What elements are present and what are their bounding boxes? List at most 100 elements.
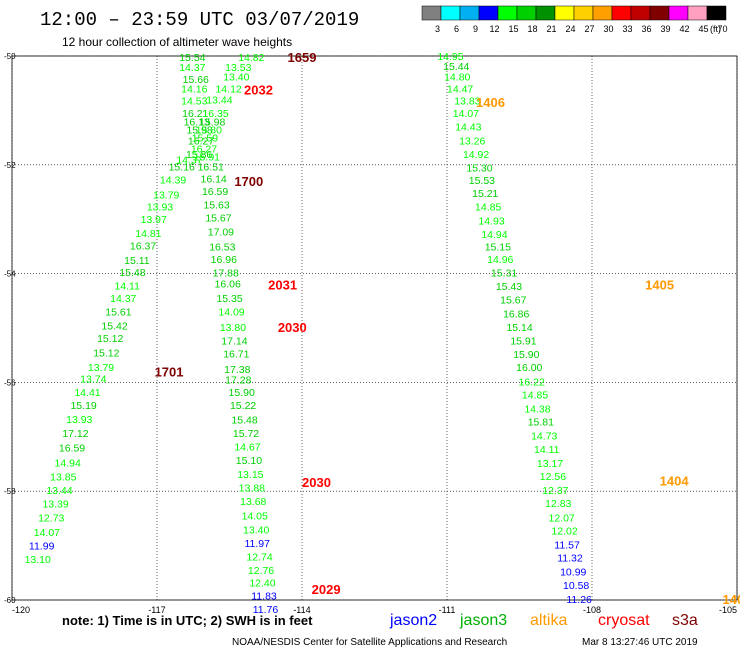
wave-height-point: 13.40: [243, 524, 269, 536]
colorbar-swatch: [440, 5, 461, 21]
wave-height-point: 14.85: [522, 389, 548, 401]
legend-entry: s3a: [672, 612, 698, 629]
wave-height-point: 14.07: [34, 527, 60, 539]
colorbar-tick-label: 45: [698, 24, 708, 34]
wave-height-point: 16.53: [209, 241, 235, 253]
wave-height-point: 13.10: [25, 554, 51, 566]
pass-time-label: 1700: [234, 174, 263, 189]
wave-height-point: 15.90: [513, 349, 539, 361]
wave-height-point: 14.82: [238, 52, 264, 64]
wave-height-point: 13.93: [66, 414, 92, 426]
wave-height-point: 14.92: [463, 149, 489, 161]
colorbar-tick-label: 6: [454, 24, 459, 34]
wave-height-point: 15.72: [233, 428, 259, 440]
wave-height-point: 15.63: [203, 200, 229, 212]
pass-time-label: 1404: [660, 473, 690, 488]
wave-height-point: 13.74: [80, 374, 106, 386]
wave-height-point: 13.53: [225, 62, 251, 74]
wave-height-point: 15.43: [496, 281, 522, 293]
x-tick-label: -117: [148, 605, 165, 615]
colorbar-tick-label: 39: [660, 24, 670, 34]
colorbar-swatch: [421, 5, 442, 21]
wave-height-point: 15.61: [105, 307, 131, 319]
wave-height-point: 15.11: [124, 255, 150, 267]
x-tick-label: -105: [719, 605, 737, 615]
wave-height-point: 13.97: [141, 214, 167, 226]
wave-height-point: 15.54: [179, 52, 205, 64]
wave-height-point: 11.26: [566, 594, 592, 606]
satellite-track: 14.8213.5313.4014.1213.4416.3515.9815.80…: [191, 52, 279, 616]
legend-entry: altika: [530, 612, 567, 629]
wave-height-point: 16.86: [503, 308, 529, 320]
wave-height-point: 13.44: [46, 485, 72, 497]
wave-height-point: 14.96: [487, 254, 513, 266]
colorbar-swatch: [687, 5, 708, 21]
wave-height-point: 15.66: [183, 74, 209, 86]
wave-height-point: 16.00: [516, 362, 542, 374]
legend-entry: jason3: [459, 612, 507, 629]
wave-height-point: 16.96: [211, 254, 237, 266]
wave-height-point: 14.16: [181, 84, 207, 96]
wave-height-point: 14.09: [218, 307, 244, 319]
wave-height-point: 15.53: [469, 175, 495, 187]
colorbar-tick-label: 9: [473, 24, 478, 34]
wave-height-point: 15.10: [236, 455, 262, 467]
wave-height-point: 14.11: [534, 444, 560, 456]
wave-height-point: 12.56: [540, 471, 566, 483]
wave-height-point: 11.76: [253, 604, 279, 616]
wave-height-point: 15.91: [194, 152, 220, 164]
colorbar-swatch: [535, 5, 556, 21]
wave-height-point: 13.80: [220, 322, 246, 334]
y-tick-label: -52: [4, 161, 16, 170]
wave-height-point: 16.35: [202, 108, 228, 120]
wave-height-point: 12.83: [545, 498, 571, 510]
colorbar-swatch: [478, 5, 499, 21]
wave-height-point: 15.16: [169, 161, 195, 173]
pass-time-label: 2029: [312, 582, 341, 597]
plot-area: -120 -117 -114 -111 -108 -105 -50 -52 -54 -56 -58 -…: [4, 50, 740, 616]
wave-height-point: 16.37: [130, 240, 156, 252]
wave-height-point: 13.44: [206, 95, 232, 107]
wave-height-point: 16.51: [198, 161, 224, 173]
wave-height-point: 11.57: [554, 540, 580, 552]
wave-height-point: 13.17: [537, 458, 563, 470]
wave-height-point: 13.26: [459, 135, 485, 147]
wave-height-point: 15.98: [199, 116, 225, 128]
colorbar-tick-label: 30: [603, 24, 613, 34]
wave-height-point: 12.02: [551, 525, 577, 537]
wave-height-point: 12.76: [248, 565, 274, 577]
colorbar-swatch: [573, 5, 594, 21]
colorbar-unit: (ft): [710, 24, 721, 34]
colorbar-swatch: [459, 5, 480, 21]
wave-height-point: 14.67: [234, 442, 260, 454]
wave-height-point: 15.98: [186, 124, 212, 136]
wave-height-point: 14.94: [55, 457, 81, 469]
colorbar-tick-label: 24: [565, 24, 575, 34]
y-tick-label: -54: [4, 270, 16, 279]
pass-time-label: 2030: [302, 475, 331, 490]
wave-height-point: 13.93: [147, 202, 173, 214]
wave-height-point: 15.59: [192, 133, 218, 145]
colorbar-swatch: [611, 5, 632, 21]
colorbar-swatch: [516, 5, 537, 21]
wave-height-point: 15.22: [230, 400, 256, 412]
wave-height-point: 16.71: [223, 349, 249, 361]
wave-height-point: 16.59: [59, 443, 85, 455]
wave-height-point: 15.35: [216, 293, 242, 305]
wave-height-point: 15.42: [101, 320, 127, 332]
wave-height-point: 13.85: [50, 472, 76, 484]
wave-height-point: 16.27: [191, 143, 217, 155]
x-tick-label: -111: [439, 605, 456, 615]
wave-height-point: 14.43: [455, 122, 481, 134]
colorbar-tick-label: 12: [489, 24, 499, 34]
wave-height-point: 14.07: [453, 108, 479, 120]
y-tick-label: -60: [4, 596, 16, 605]
pass-time-label: 1403: [723, 592, 740, 607]
wave-height-point: 15.86: [186, 149, 212, 161]
wave-height-point: 10.58: [563, 580, 589, 592]
pass-time-label: 1406: [476, 95, 505, 110]
colorbar-tick-label: 3: [435, 24, 440, 34]
wave-height-point: 15.48: [231, 414, 257, 426]
